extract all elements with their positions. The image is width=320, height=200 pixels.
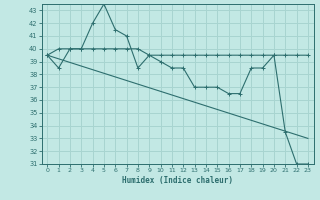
X-axis label: Humidex (Indice chaleur): Humidex (Indice chaleur)	[122, 176, 233, 185]
